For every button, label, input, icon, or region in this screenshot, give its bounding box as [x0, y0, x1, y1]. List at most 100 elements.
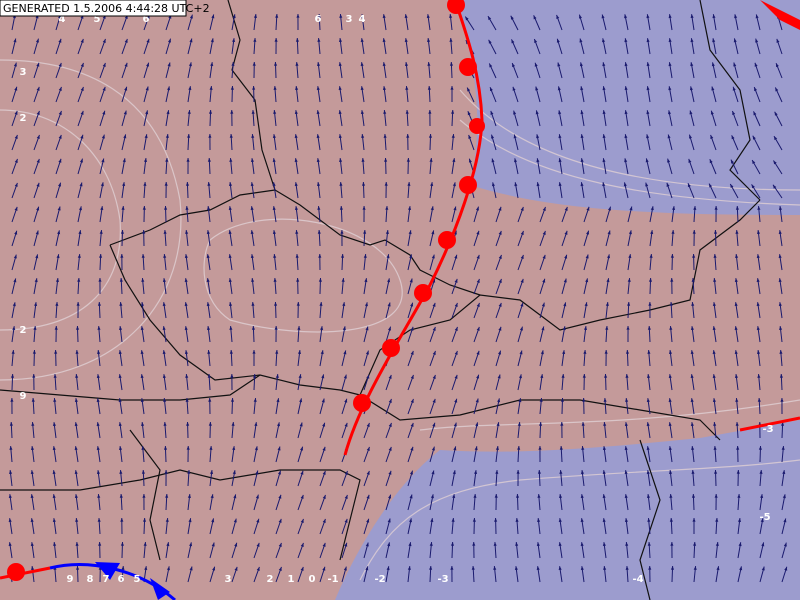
- wind-arrow-head: [510, 15, 514, 20]
- wind-arrow-head: [668, 374, 672, 379]
- wind-arrow-head: [30, 518, 34, 523]
- wind-arrow-head: [625, 374, 629, 378]
- wind-arrow-head: [162, 302, 166, 307]
- wind-arrow-head: [386, 254, 390, 259]
- wind-arrow-head: [488, 39, 492, 44]
- wind-arrow-head: [252, 350, 256, 354]
- wind-arrow-head: [57, 206, 61, 211]
- wind-arrow-head: [648, 278, 653, 282]
- wind-arrow-head: [80, 62, 84, 67]
- front-segment: [0, 566, 51, 580]
- header-title: GENERATED 1.5.2006 4:44:28 UTC+2: [3, 2, 210, 15]
- wind-arrow-head: [322, 470, 326, 475]
- wind-arrow-head: [255, 470, 259, 475]
- wind-arrow-head: [730, 159, 734, 164]
- wind-arrow-head: [273, 86, 277, 90]
- wind-arrow-head: [713, 278, 717, 282]
- wind-arrow-head: [230, 110, 234, 114]
- wind-arrow-head: [498, 326, 502, 331]
- wind-arrow-head: [668, 446, 672, 451]
- wind-arrow-head: [714, 494, 718, 498]
- wind-arrow-head: [384, 158, 388, 162]
- wind-arrow-head: [295, 254, 299, 258]
- wind-arrow-head: [672, 206, 676, 210]
- wind-arrow-head: [57, 230, 61, 235]
- wind-arrow-head: [736, 446, 740, 450]
- wind-arrow-head: [537, 470, 541, 474]
- wind-arrow-head: [475, 398, 479, 403]
- wind-arrow-head: [228, 254, 232, 259]
- wind-arrow-head: [536, 158, 540, 163]
- wind-arrow-head: [36, 62, 40, 67]
- wind-arrow-head: [12, 326, 16, 331]
- wind-arrow-head: [366, 518, 370, 523]
- wind-arrow-head: [207, 206, 211, 210]
- wind-arrow-head: [691, 446, 695, 450]
- wind-arrow-head: [316, 134, 320, 139]
- wind-arrow-head: [624, 518, 628, 522]
- wind-arrow-head: [163, 230, 167, 234]
- wind-arrow-head: [512, 86, 516, 91]
- wind-arrow-head: [120, 542, 124, 546]
- wind-arrow-head: [581, 446, 585, 450]
- wind-arrow-head: [250, 254, 254, 259]
- wind-arrow-head: [709, 183, 713, 188]
- wind-arrow-head: [58, 134, 62, 139]
- contour-label: 1: [288, 574, 295, 585]
- wind-arrow-head: [208, 422, 212, 426]
- wind-arrow-head: [733, 38, 737, 43]
- wind-arrow-head: [519, 326, 523, 331]
- wind-arrow-head: [494, 494, 498, 498]
- wind-arrow-head: [317, 38, 321, 42]
- wind-arrow-head: [668, 398, 672, 403]
- wind-arrow-head: [560, 398, 564, 402]
- wind-arrow-head: [383, 110, 387, 114]
- wind-arrow-head: [121, 566, 125, 570]
- wind-arrow-head: [736, 470, 740, 474]
- wind-arrow-head: [317, 14, 321, 18]
- wind-arrow-head: [341, 278, 345, 282]
- wind-arrow-head: [209, 470, 214, 474]
- wind-arrow-head: [360, 14, 364, 18]
- wind-arrow-head: [496, 422, 500, 427]
- wind-arrow-head: [782, 470, 786, 475]
- wind-arrow-head: [187, 470, 191, 474]
- wind-arrow-head: [753, 111, 757, 116]
- wind-arrow-head: [404, 62, 409, 66]
- wind-arrow-head: [207, 374, 211, 378]
- wind-arrow-head: [162, 278, 166, 282]
- wind-arrow-head: [360, 110, 364, 114]
- wind-arrow-head: [520, 278, 524, 283]
- wind-arrow-head: [275, 350, 279, 354]
- wind-arrow-head: [498, 302, 502, 307]
- wind-arrow-head: [344, 422, 348, 427]
- wind-arrow-head: [297, 326, 301, 330]
- wind-arrow-head: [732, 86, 736, 91]
- wind-arrow-head: [187, 110, 191, 114]
- wind-arrow-head: [141, 470, 145, 474]
- wind-arrow-head: [563, 278, 567, 283]
- wind-arrow-head: [118, 446, 123, 450]
- wind-arrow-head: [366, 494, 370, 499]
- wind-arrow-head: [558, 566, 562, 571]
- wind-arrow-head: [739, 566, 743, 571]
- contour-label: -2: [374, 574, 385, 585]
- wind-arrow-head: [709, 159, 713, 164]
- wind-arrow-head: [188, 518, 192, 523]
- wind-arrow-head: [386, 566, 390, 571]
- wind-arrow-head: [647, 374, 651, 378]
- wind-arrow-head: [561, 374, 565, 378]
- wind-arrow-head: [30, 446, 35, 450]
- wind-arrow-head: [142, 494, 146, 498]
- wind-arrow-head: [409, 254, 413, 259]
- wind-arrow-head: [713, 230, 718, 234]
- wind-arrow-head: [254, 422, 258, 427]
- wind-arrow-head: [207, 350, 211, 354]
- wind-arrow-head: [278, 494, 282, 499]
- wind-arrow-head: [778, 278, 782, 283]
- wind-arrow-head: [624, 422, 628, 427]
- wind-arrow-head: [476, 374, 480, 379]
- wind-arrow-head: [10, 398, 14, 402]
- wind-arrow-head: [234, 542, 238, 547]
- wind-arrow-head: [184, 278, 188, 283]
